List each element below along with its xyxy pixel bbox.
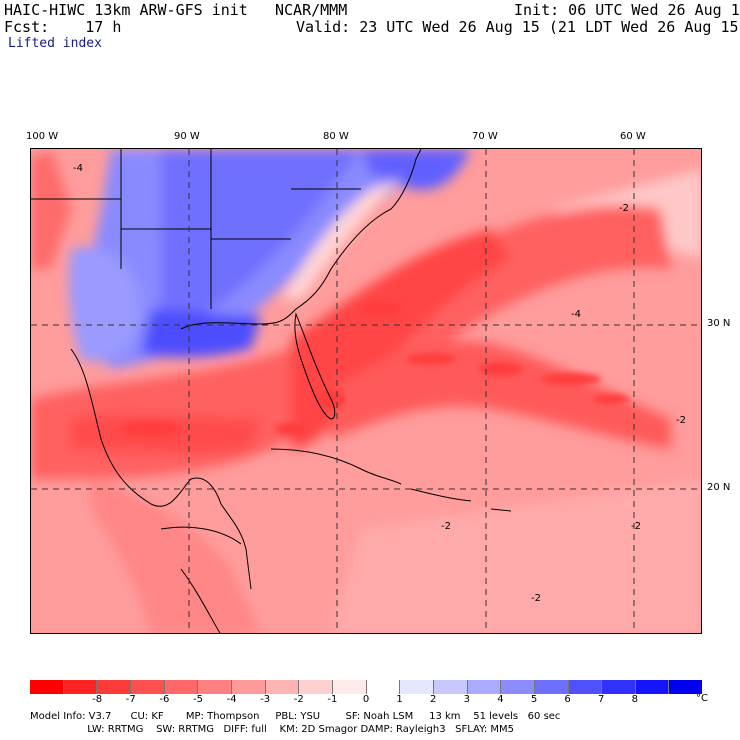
colorbar-tick-label: -7: [125, 694, 136, 705]
colorbar-swatch: [30, 680, 64, 694]
colorbar-swatch: [501, 680, 535, 694]
colorbar-tick-label: -8: [92, 694, 103, 705]
contour-label: -2: [441, 521, 451, 532]
contour-label: -2: [676, 415, 686, 426]
model-info-line1: Model Info: V3.7 CU: KF MP: Thompson PBL…: [30, 711, 561, 722]
colorbar-unit: °C: [696, 693, 708, 704]
lon-label-80w: 80 W: [323, 131, 349, 142]
contour-label: -4: [571, 309, 581, 320]
colorbar-tick-label: -1: [327, 694, 338, 705]
colorbar-swatch: [366, 680, 401, 694]
colorbar-swatch: [400, 680, 434, 694]
colorbar-swatch: [332, 680, 367, 694]
lat-label-30n: 30 N: [707, 318, 731, 329]
colorbar-swatch: [568, 680, 603, 694]
li-field: [31, 149, 701, 633]
convective-cells: [121, 301, 629, 437]
colorbar-tick-label: -6: [159, 694, 170, 705]
coastlines: [31, 149, 512, 633]
colorbar-swatch: [63, 680, 98, 694]
map-canvas: -4 -2 -2 -2 -2 -4 -2: [31, 149, 701, 633]
lifted-index-map: -4 -2 -2 -2 -2 -4 -2: [30, 148, 702, 634]
colorbar-swatch: [669, 680, 703, 694]
colorbar: [30, 680, 703, 694]
colorbar-tick-label: -3: [260, 694, 271, 705]
lon-label-60w: 60 W: [620, 131, 646, 142]
colorbar-tick-label: 0: [362, 694, 370, 705]
contour-label: -2: [531, 593, 541, 604]
colorbar-swatch: [97, 680, 131, 694]
colorbar-swatch: [265, 680, 300, 694]
forecast-hour: Fcst: 17 h: [4, 18, 122, 36]
lon-label-90w: 90 W: [174, 131, 200, 142]
model-info-line2: LW: RRTMG SW: RRTMG DIFF: full KM: 2D Sm…: [30, 724, 515, 735]
colorbar-swatch: [433, 680, 468, 694]
colorbar-tick-label: 4: [497, 694, 504, 705]
colorbar-tick-label: 6: [564, 694, 571, 705]
colorbar-tick-label: 2: [430, 694, 437, 705]
contour-label: -2: [631, 521, 641, 532]
lat-lon-grid: [31, 149, 701, 633]
colorbar-tick-label: 3: [463, 694, 470, 705]
init-time: Init: 06 UTC Wed 26 Aug 15: [514, 1, 740, 19]
org-label: NCAR/MMM: [275, 1, 348, 19]
lon-label-100w: 100 W: [26, 131, 59, 142]
colorbar-ticks: -8 -7 -6 -5 -4 -3 -2 -1 0 1 2 3 4 5 6 7 8: [30, 694, 710, 706]
colorbar-tick-label: 8: [631, 694, 638, 705]
colorbar-swatch: [467, 680, 502, 694]
colorbar-swatch: [198, 680, 232, 694]
colorbar-tick-label: 5: [530, 694, 538, 705]
colorbar-swatch: [534, 680, 569, 694]
colorbar-swatch: [164, 680, 199, 694]
field-name: Lifted index: [8, 36, 102, 51]
colorbar-swatch: [602, 680, 636, 694]
colorbar-tick-label: -2: [293, 694, 304, 705]
colorbar-tick-label: -4: [226, 694, 237, 705]
colorbar-swatch: [299, 680, 333, 694]
colorbar-tick-label: 1: [396, 694, 403, 705]
colorbar-swatch: [635, 680, 670, 694]
lat-label-20n: 20 N: [707, 482, 731, 493]
colorbar-swatch: [231, 680, 266, 694]
valid-time: Valid: 23 UTC Wed 26 Aug 15 (21 LDT Wed …: [296, 18, 740, 36]
contour-label: -4: [73, 163, 83, 174]
model-title: HAIC-HIWC 13km ARW-GFS init: [4, 1, 248, 19]
colorbar-tick-label: 7: [598, 694, 605, 705]
contour-label: -2: [619, 203, 629, 214]
colorbar-tick-label: -5: [193, 694, 203, 705]
colorbar-swatch: [130, 680, 165, 694]
lon-label-70w: 70 W: [472, 131, 498, 142]
